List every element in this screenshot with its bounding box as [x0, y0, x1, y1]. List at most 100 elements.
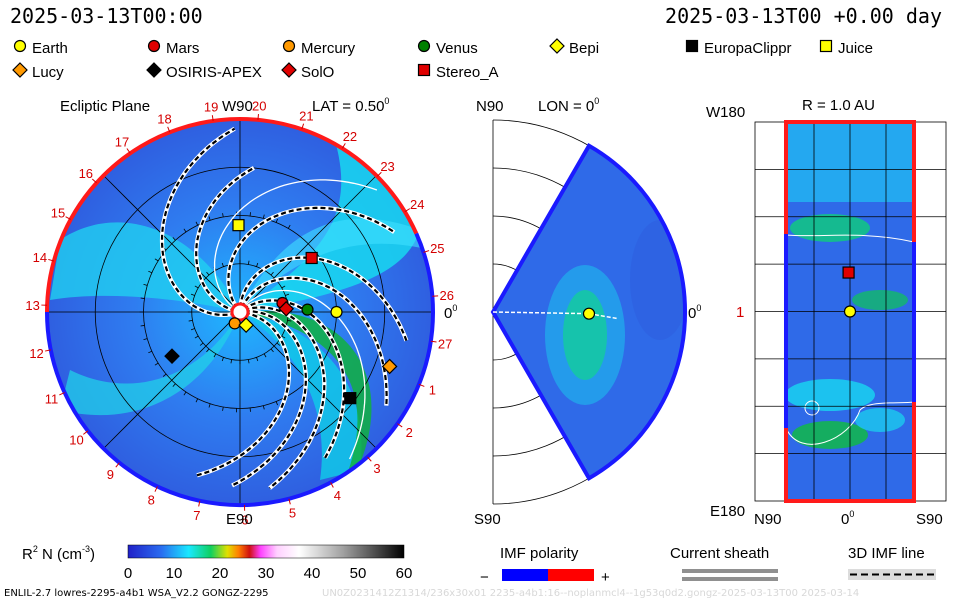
ecliptic-subtitle: LAT = 0.500: [312, 96, 389, 115]
ecliptic-inner-tick: [285, 293, 290, 296]
carrington-tick-label: 10: [69, 433, 83, 448]
carrington-tick-label: 3: [373, 461, 380, 476]
carrington-tick-mark: [367, 456, 372, 462]
ecliptic-ring-tick: [154, 258, 159, 262]
juice-marker-icon: [818, 38, 838, 58]
carrington-tick-label: 15: [51, 205, 65, 220]
earth-legend-marker: [13, 39, 27, 53]
stereo-a-legend-marker: [417, 63, 431, 77]
carrington-tick-mark: [330, 482, 334, 488]
colorbar-label: R2 N (cm-3): [22, 544, 95, 563]
carrington-tick-label: 26: [440, 288, 454, 303]
meridional-polarity-edge: [490, 142, 687, 482]
ecliptic-ring-tick: [195, 398, 199, 403]
europaclippr-legend-marker: [685, 39, 699, 53]
imf-spiral-line: [196, 311, 291, 477]
carrington-tick-mark: [404, 208, 411, 213]
legend-item-europaclippr: EuropaClippr: [684, 38, 792, 58]
ecliptic-ring-tick: [262, 405, 265, 410]
colorbar-tick-label: 30: [258, 565, 275, 582]
ecliptic-ring-tick: [208, 216, 211, 221]
legend-item-mercury: Mercury: [281, 38, 355, 58]
ecliptic-ring-tick: [222, 406, 224, 411]
imf-polarity-negative-swatch: [502, 569, 548, 581]
model-info-text: ENLIL-2.7 lowres-2295-a4b1 WSA_V2.2 GONG…: [4, 588, 269, 599]
solo-marker: [278, 300, 295, 317]
ecliptic-ring-tick: [183, 391, 187, 396]
imf-polarity-minus: −: [480, 569, 489, 586]
earth-marker: [330, 305, 343, 319]
ecliptic-title: Ecliptic Plane: [60, 98, 150, 115]
run-id-watermark: UN0Z0231412Z1314/236x30x01 2235-a4b1:16-…: [322, 588, 859, 599]
colorbar-ticks: 0 10 20 30 40 50 60: [124, 565, 413, 582]
mercury-legend-marker: [282, 39, 296, 53]
carrington-tick-label: 4: [334, 488, 341, 503]
ecliptic-ring-tick: [287, 224, 291, 229]
juice-marker: [232, 219, 245, 232]
current-sheath-legend: Current sheath: [670, 545, 778, 581]
radial-shell-title: R = 1.0 AU: [802, 97, 875, 114]
bepi-legend-marker: [549, 38, 565, 54]
ecliptic-inner-tick: [221, 262, 224, 267]
meridional-title: LON = 00: [538, 96, 599, 115]
carrington-tick-label: 18: [157, 112, 171, 127]
carrington-tick-label: 12: [29, 346, 43, 361]
solo-legend-marker: [281, 62, 297, 78]
carrington-tick-label: 20: [252, 98, 266, 113]
ecliptic-ring-tick: [222, 213, 224, 218]
ecliptic-inner-tick: [281, 335, 286, 339]
carrington-tick-label: 1: [429, 383, 436, 398]
ecliptic-ring-tick: [275, 401, 278, 406]
juice-legend-marker: [819, 39, 833, 53]
legend-item-stereo-a: Stereo_A: [416, 62, 499, 82]
imf-spiral-line: [244, 306, 326, 489]
carrington-tick-label: 2: [406, 425, 413, 440]
ecliptic-inner-tick: [287, 319, 292, 322]
meridional-body-markers: [582, 307, 596, 320]
meridional-panel: N90 LON = 00 S90 00: [474, 96, 701, 528]
ecliptic-inner-tick: [270, 271, 274, 276]
ecliptic-ring-tick: [262, 214, 265, 219]
ecliptic-inner-tick: [190, 328, 195, 331]
carrington-tick-label: 19: [204, 100, 218, 115]
ecliptic-ring-tick: [195, 221, 199, 226]
carrington-tick-mark: [397, 423, 403, 428]
carrington-tick-label: 11: [45, 392, 59, 407]
lucy-marker: [381, 358, 398, 375]
carrington-tick-label: 16: [79, 166, 93, 181]
ecliptic-ring-tick: [148, 350, 153, 354]
carrington-tick-mark: [301, 123, 305, 130]
ecliptic-inner-tick: [206, 348, 210, 353]
ecliptic-bottom-label: E90: [226, 511, 253, 528]
ecliptic-ring-tick: [183, 228, 187, 233]
ecliptic-ring-tick: [140, 325, 145, 327]
carrington-tick-mark: [198, 500, 201, 507]
ecliptic-inner-tick: [194, 335, 199, 339]
ecliptic-inner-tick: [263, 353, 267, 358]
carrington-tick-label: 27: [438, 336, 452, 351]
bepi-marker-icon: [549, 38, 569, 58]
ecliptic-inner-tick: [221, 357, 224, 362]
radial-shell-panel: W180 R = 1.0 AU 1 E180 N90 00 S90: [706, 97, 947, 528]
ecliptic-inner-tick: [188, 319, 193, 322]
bepi-marker: [238, 317, 254, 333]
carrington-tick-label: 23: [380, 159, 394, 174]
legend-item-juice: Juice: [818, 38, 873, 58]
imf-spiral-lines: [159, 126, 409, 490]
ecliptic-inner-tick: [247, 359, 250, 364]
carrington-tick-mark: [211, 115, 214, 121]
carrington-tick-mark: [44, 349, 51, 352]
mercury-marker-icon: [281, 38, 301, 58]
ecliptic-ring-tick: [275, 218, 278, 223]
carrington-tick-label: 17: [115, 134, 129, 149]
legend-item-bepi: Bepi: [549, 38, 599, 58]
earth-marker-icon: [12, 38, 32, 58]
colorbar-tick-label: 60: [396, 565, 413, 582]
colorbar-tick-label: 20: [212, 565, 229, 582]
ecliptic-ring-tick: [162, 373, 167, 377]
ecliptic-inner-tick: [194, 285, 199, 289]
carrington-tick-mark: [91, 178, 97, 184]
